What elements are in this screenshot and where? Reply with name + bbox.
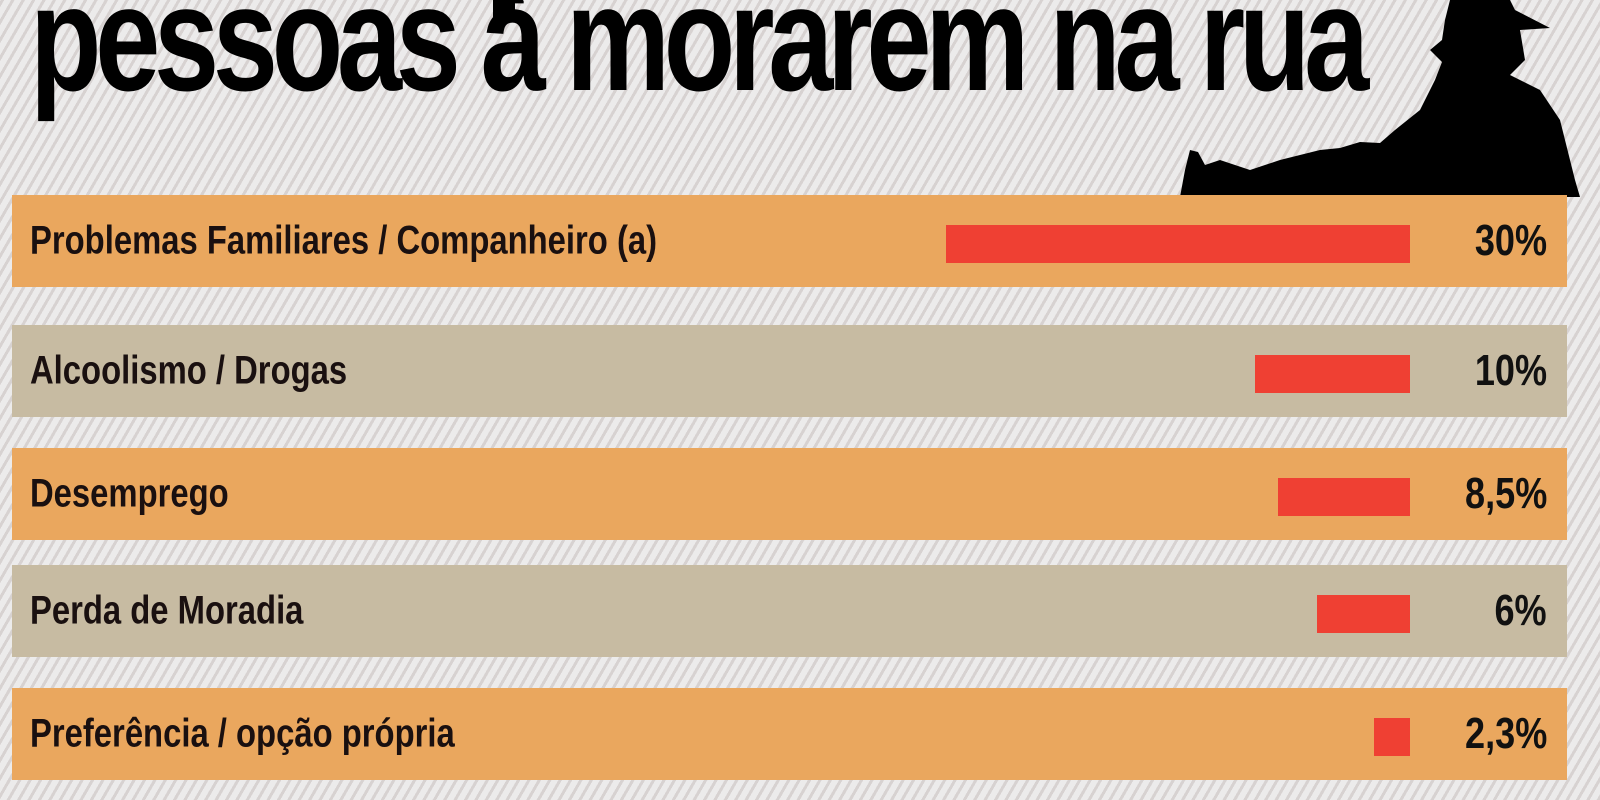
- homeless-person-silhouette-icon: [1180, 0, 1580, 197]
- value-bar: [1278, 478, 1410, 516]
- chart-row: Preferência / opção própria 2,3%: [12, 688, 1567, 780]
- chart-row: Problemas Familiares / Companheiro (a) 3…: [12, 195, 1567, 287]
- row-label: Alcoolismo / Drogas: [30, 348, 348, 393]
- value-bar: [1255, 355, 1410, 393]
- title-letter-fragment: [493, 0, 515, 22]
- value-bar: [946, 225, 1410, 263]
- row-label: Perda de Moradia: [30, 588, 304, 633]
- value-bar: [1374, 718, 1410, 756]
- chart-row: Perda de Moradia 6%: [12, 565, 1567, 657]
- row-value: 30%: [1474, 216, 1547, 265]
- chart-row: Alcoolismo / Drogas 10%: [12, 325, 1567, 417]
- row-label: Preferência / opção própria: [30, 711, 455, 756]
- row-value: 2,3%: [1464, 709, 1547, 758]
- row-value: 6%: [1494, 586, 1547, 635]
- chart-row: Desemprego 8,5%: [12, 448, 1567, 540]
- row-value: 10%: [1474, 346, 1547, 395]
- value-bar: [1317, 595, 1410, 633]
- row-label: Problemas Familiares / Companheiro (a): [30, 218, 658, 263]
- row-label: Desemprego: [30, 471, 229, 516]
- row-value: 8,5%: [1464, 469, 1547, 518]
- chart-title: pessoas à morarem na rua: [30, 0, 1369, 122]
